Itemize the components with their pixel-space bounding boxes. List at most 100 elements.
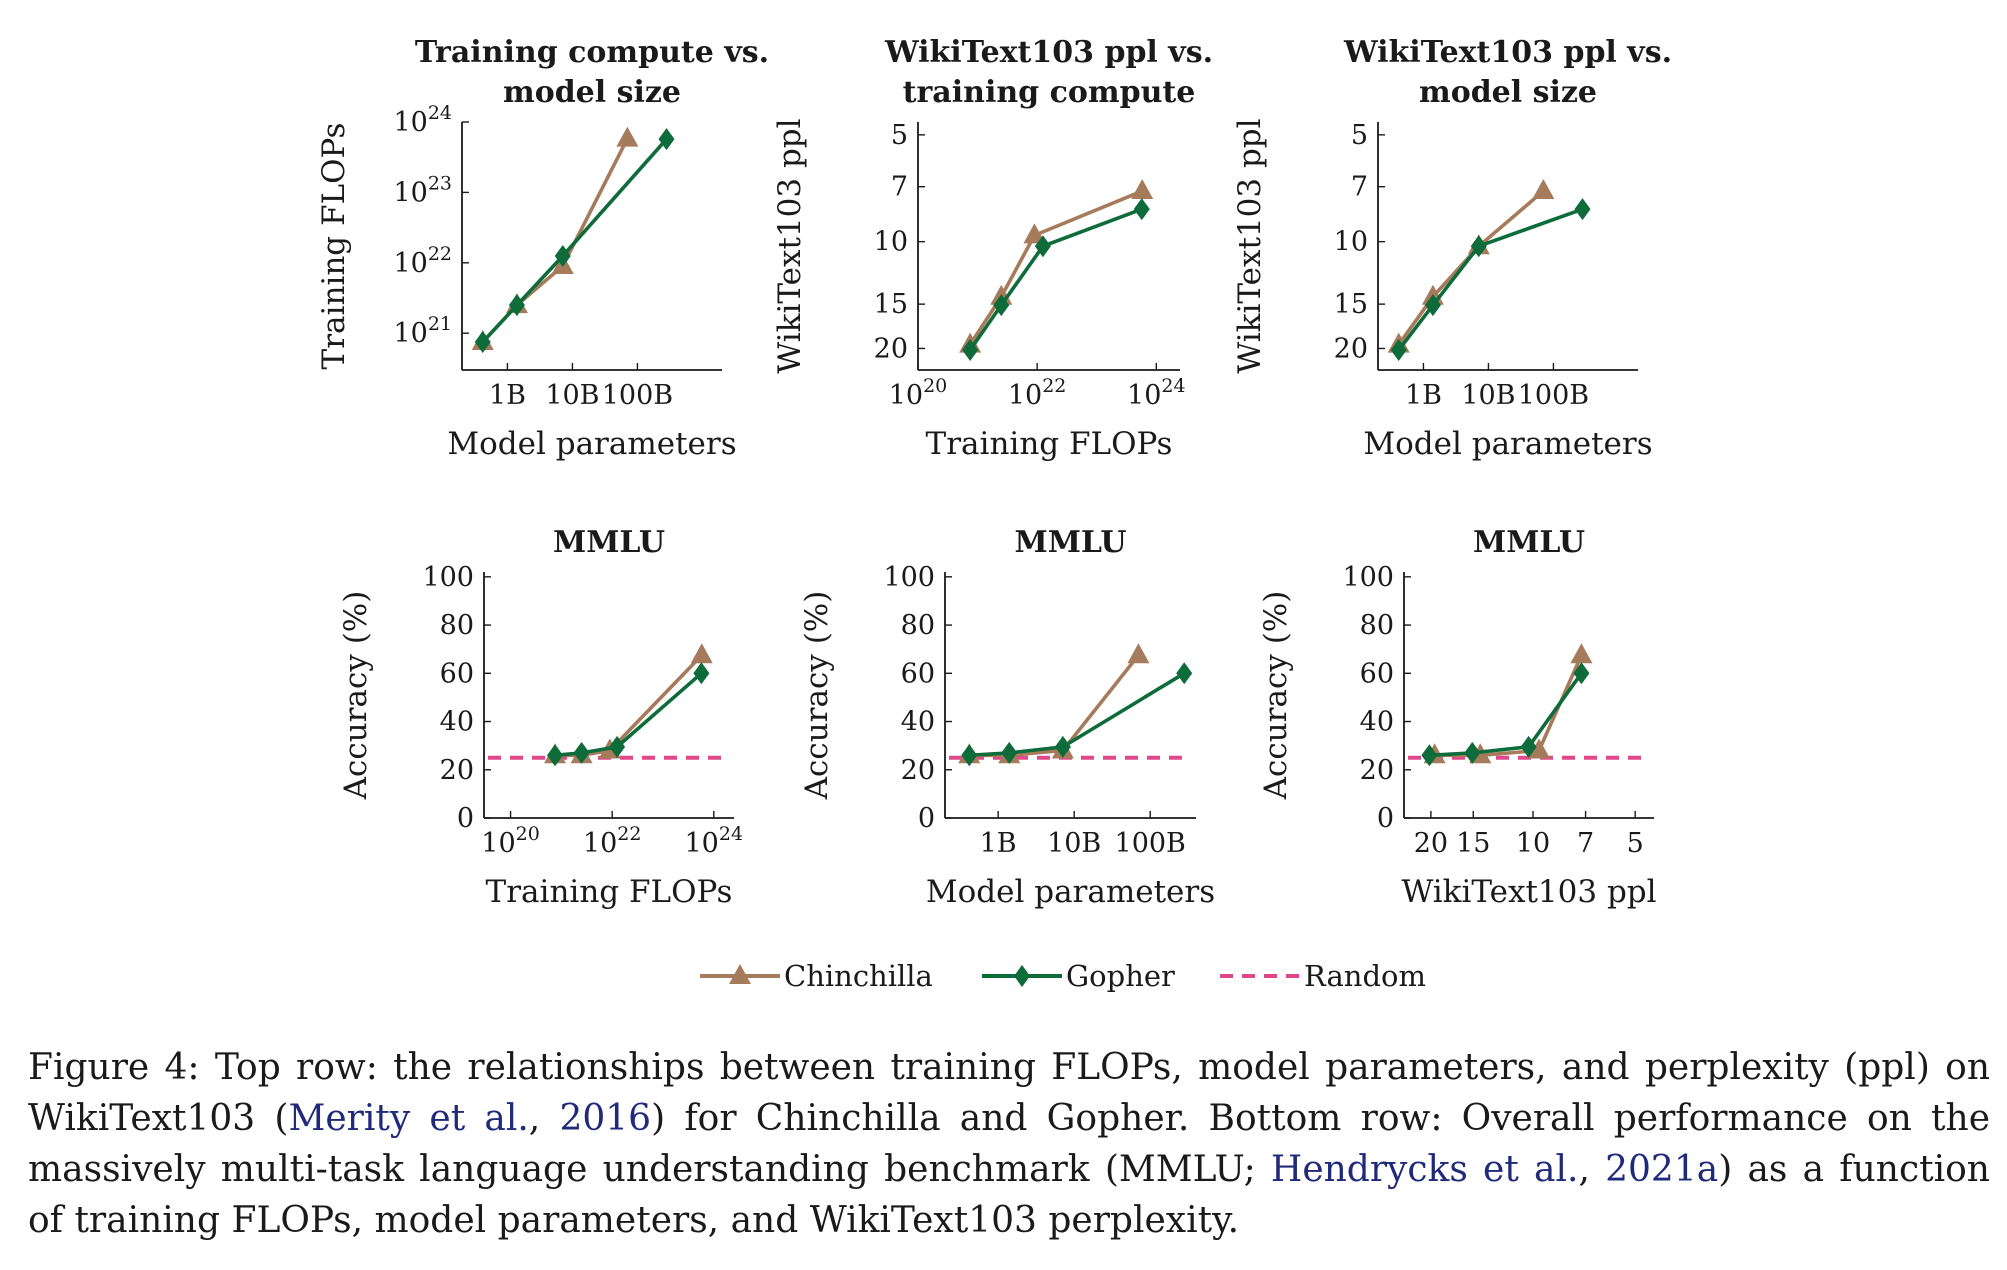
x-tick-label: 5 bbox=[1627, 828, 1644, 859]
gopher-point bbox=[1424, 294, 1441, 317]
gopher-point bbox=[1421, 744, 1438, 767]
y-tick-label: 40 bbox=[440, 707, 474, 738]
gopher-point bbox=[1001, 741, 1018, 764]
legend-label-chinchilla: Chinchilla bbox=[784, 959, 933, 993]
gopher-point bbox=[1520, 735, 1537, 758]
gopher-series-line bbox=[481, 137, 668, 344]
chart-4: MMLU 1020 1022 1024 0 20 40 60 80 100 Training FLO… bbox=[338, 525, 743, 910]
gopher-point bbox=[993, 294, 1010, 317]
chinchilla-series-line bbox=[481, 137, 629, 344]
x-tick-label: 15 bbox=[1456, 828, 1490, 859]
caption-text-end: ) as a function of training FLOPs, model… bbox=[28, 1149, 1990, 1241]
gopher-series-line bbox=[1397, 207, 1584, 352]
chinchilla-series-line bbox=[555, 653, 704, 758]
gopher-point bbox=[1034, 235, 1051, 258]
y-axis-label: WikiText103 ppl bbox=[772, 118, 808, 373]
y-tick-label: 20 bbox=[874, 333, 908, 364]
chart-title: Training compute vs. model size bbox=[415, 35, 769, 110]
chinchilla-series-line bbox=[968, 189, 1143, 346]
y-tick-label: 15 bbox=[874, 289, 908, 320]
gopher-point bbox=[693, 662, 710, 685]
y-tick-label: 7 bbox=[1351, 172, 1368, 203]
x-tick-label: 1020 bbox=[889, 375, 948, 411]
chinchilla-point bbox=[690, 643, 713, 664]
y-tick-label: 100 bbox=[422, 562, 474, 593]
y-axis-label: Accuracy (%) bbox=[1258, 591, 1294, 801]
caption-separator: , bbox=[1578, 1149, 1606, 1190]
x-tick-label: 10 bbox=[1516, 828, 1550, 859]
x-axis-label: Model parameters bbox=[447, 426, 736, 462]
gopher-series-line bbox=[969, 671, 1186, 758]
y-tick-label: 40 bbox=[901, 707, 935, 738]
x-axis-label: Model parameters bbox=[926, 874, 1215, 910]
x-tick-label: 1B bbox=[1405, 380, 1442, 411]
x-axis-label: Training FLOPs bbox=[926, 426, 1173, 462]
x-tick-label: 7 bbox=[1577, 828, 1594, 859]
citation-merity-year[interactable]: 2016 bbox=[559, 1098, 652, 1139]
y-tick-label: 80 bbox=[1360, 610, 1394, 641]
y-tick-label: 0 bbox=[457, 803, 474, 834]
x-tick-label: 100B bbox=[602, 380, 673, 411]
gopher-point bbox=[609, 735, 626, 758]
y-tick-label: 100 bbox=[883, 562, 935, 593]
y-tick-label: 20 bbox=[1360, 755, 1394, 786]
x-tick-label: 10B bbox=[1461, 380, 1515, 411]
x-tick-label: 1024 bbox=[1127, 375, 1186, 411]
y-tick-label: 40 bbox=[1360, 707, 1394, 738]
chinchilla-point bbox=[1127, 643, 1150, 664]
chart-1: Training compute vs. model size 1B 10B 100B 1… bbox=[316, 35, 769, 462]
chart-title: MMLU bbox=[1014, 525, 1126, 560]
x-tick-label: 10B bbox=[545, 380, 599, 411]
y-tick-label: 10 bbox=[874, 227, 908, 258]
x-axis-label: Model parameters bbox=[1363, 426, 1652, 462]
y-tick-label: 7 bbox=[891, 172, 908, 203]
citation-merity-authors[interactable]: Merity et al. bbox=[288, 1098, 529, 1139]
y-axis-label: WikiText103 ppl bbox=[1232, 118, 1268, 373]
y-tick-label: 5 bbox=[891, 120, 908, 151]
y-tick-label: 20 bbox=[1334, 333, 1368, 364]
y-tick-label: 1022 bbox=[393, 243, 452, 279]
citation-hendrycks-authors[interactable]: Hendrycks et al. bbox=[1270, 1149, 1579, 1190]
x-tick-label: 1022 bbox=[583, 823, 642, 859]
citation-hendrycks-year[interactable]: 2021a bbox=[1605, 1149, 1719, 1190]
chart-title: MMLU bbox=[553, 525, 665, 560]
chart-5: MMLU 1B 10B 100B 0 20 40 60 80 100 Model parameter… bbox=[799, 525, 1215, 910]
gopher-series-line bbox=[554, 671, 703, 758]
gopher-point bbox=[1464, 741, 1481, 764]
y-axis-label: Accuracy (%) bbox=[338, 591, 374, 801]
chart-6: MMLU 20 15 10 7 5 0 20 40 60 80 100 WikiText103 ppl A… bbox=[1258, 525, 1657, 910]
x-tick-label: 100B bbox=[1518, 380, 1589, 411]
chinchilla-series-line bbox=[1397, 189, 1545, 346]
gopher-point bbox=[1573, 662, 1590, 685]
figure-caption: Figure 4: Top row: the relationships bet… bbox=[28, 1042, 1990, 1246]
x-axis-label: Training FLOPs bbox=[486, 874, 733, 910]
gopher-point bbox=[962, 338, 979, 361]
chart-title: WikiText103 ppl vs. training compute bbox=[884, 35, 1213, 110]
x-tick-label: 1024 bbox=[685, 823, 744, 859]
caption-text-start: Figure 4: Top row: the relationships bet… bbox=[28, 1047, 1990, 1139]
y-tick-label: 0 bbox=[1377, 803, 1394, 834]
y-axis-label: Training FLOPs bbox=[316, 123, 352, 370]
caption-separator: , bbox=[528, 1098, 560, 1139]
y-tick-label: 60 bbox=[1360, 658, 1394, 689]
chinchilla-point bbox=[1131, 179, 1154, 200]
gopher-point bbox=[658, 128, 675, 151]
y-tick-label: 20 bbox=[901, 755, 935, 786]
y-tick-label: 1024 bbox=[393, 102, 452, 138]
y-tick-label: 15 bbox=[1334, 289, 1368, 320]
gopher-point bbox=[1176, 662, 1193, 685]
gopher-point bbox=[547, 744, 564, 767]
chart-title: MMLU bbox=[1473, 525, 1585, 560]
x-tick-label: 1B bbox=[489, 380, 526, 411]
gopher-point bbox=[961, 744, 978, 767]
chinchilla-point bbox=[1570, 643, 1593, 664]
chinchilla-series-line bbox=[969, 654, 1140, 758]
gopher-point bbox=[474, 330, 491, 353]
y-tick-label: 10 bbox=[1334, 227, 1368, 258]
gopher-point bbox=[1470, 235, 1487, 258]
chart-title: WikiText103 ppl vs. model size bbox=[1343, 35, 1672, 110]
y-tick-label: 1021 bbox=[393, 313, 452, 349]
legend: Chinchilla Gopher Random bbox=[700, 959, 1426, 993]
